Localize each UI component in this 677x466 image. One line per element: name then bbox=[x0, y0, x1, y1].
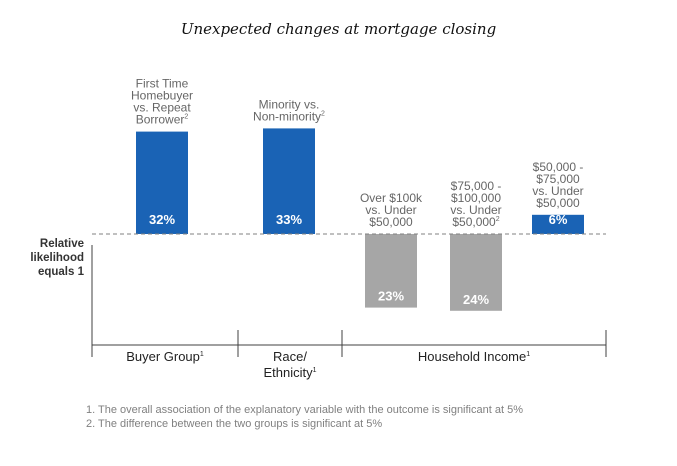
group-label-2: Race/Ethnicity1 bbox=[263, 349, 316, 380]
bar-3 bbox=[365, 234, 417, 308]
bar-value-label-1: 32% bbox=[149, 212, 175, 227]
bar-value-label-5: 6% bbox=[549, 212, 568, 227]
baseline-label: Relative likelihood equals 1 bbox=[30, 238, 84, 278]
bar-2 bbox=[263, 128, 315, 234]
bar-5 bbox=[532, 214, 584, 234]
bar-category-label-2: Minority vs. Non-minority2 bbox=[253, 97, 325, 123]
bar-value-label-4: 24% bbox=[463, 292, 489, 307]
group-label-3: Household Income1 bbox=[418, 349, 530, 364]
bar-category-label-1: First Time Homebuyer vs. Repeat Borrower2 bbox=[131, 77, 193, 127]
bar-4 bbox=[450, 234, 502, 311]
bar-1 bbox=[136, 131, 188, 234]
bar-value-label-2: 33% bbox=[276, 212, 302, 227]
footnote-2: 2. The difference between the two groups… bbox=[86, 418, 383, 430]
bar-category-label-5: $50,000 -$75,000 vs. Under $50,000 bbox=[532, 160, 583, 210]
group-label-1: Buyer Group1 bbox=[126, 349, 204, 364]
bar-category-label-4: $75,000 -$100,000 vs. Under $50,0002 bbox=[450, 179, 501, 229]
bar-value-label-3: 23% bbox=[378, 289, 404, 304]
footnote-1: 1. The overall association of the explan… bbox=[86, 404, 523, 416]
bar-category-label-3: Over $100k vs. Under $50,000 bbox=[360, 191, 423, 229]
chart-title: Unexpected changes at mortgage closing bbox=[180, 20, 497, 38]
